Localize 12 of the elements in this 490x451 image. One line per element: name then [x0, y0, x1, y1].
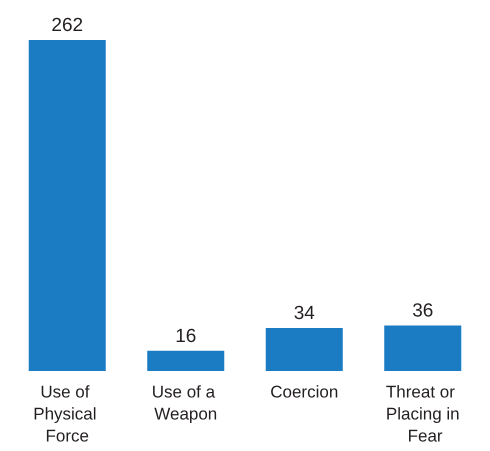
- data-label: 34: [294, 303, 316, 324]
- bar: [28, 40, 106, 371]
- x-tick-label: Use of Physical Force: [33, 382, 102, 446]
- x-tick-label: Threat or Placing in Fear: [386, 382, 460, 446]
- data-label: 262: [51, 15, 84, 36]
- x-tick-label: Use of a Weapon: [152, 382, 220, 424]
- x-tick-label: Coercion: [270, 382, 338, 402]
- bar: [266, 328, 343, 371]
- bar: [147, 350, 224, 371]
- data-label: 36: [412, 300, 434, 322]
- bar: [384, 326, 462, 371]
- data-label: 16: [175, 326, 196, 347]
